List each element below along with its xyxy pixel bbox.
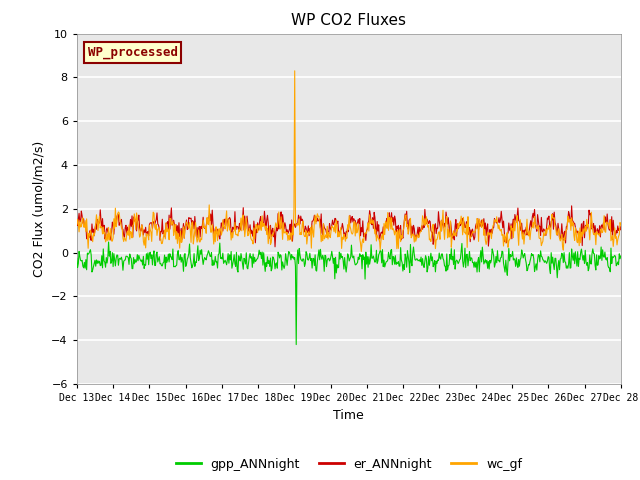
er_ANNnight (139, 227, 147, 232)
gpp_ANNnight (73, 255, 81, 261)
Text: WP_processed: WP_processed (88, 46, 178, 59)
er_ANNnight (73, 221, 81, 227)
er_ANNnight (194, 235, 202, 240)
gpp_ANNnight (105, 239, 113, 245)
gpp_ANNnight (140, 253, 147, 259)
Title: WP CO2 Fluxes: WP CO2 Fluxes (291, 13, 406, 28)
Line: gpp_ANNnight: gpp_ANNnight (77, 242, 621, 345)
wc_gf (617, 222, 625, 228)
Line: wc_gf: wc_gf (77, 71, 621, 252)
wc_gf (291, 68, 298, 74)
gpp_ANNnight (223, 257, 231, 263)
Legend: gpp_ANNnight, er_ANNnight, wc_gf: gpp_ANNnight, er_ANNnight, wc_gf (171, 453, 527, 476)
gpp_ANNnight (195, 258, 202, 264)
wc_gf (139, 225, 147, 231)
X-axis label: Time: Time (333, 408, 364, 421)
er_ANNnight (416, 225, 424, 230)
Y-axis label: CO2 Flux (umol/m2/s): CO2 Flux (umol/m2/s) (33, 141, 45, 277)
wc_gf (194, 237, 202, 242)
er_ANNnight (271, 244, 279, 250)
gpp_ANNnight (617, 253, 625, 259)
gpp_ANNnight (83, 267, 90, 273)
er_ANNnight (223, 216, 230, 222)
wc_gf (73, 221, 81, 227)
wc_gf (358, 249, 365, 254)
wc_gf (223, 208, 230, 214)
er_ANNnight (431, 221, 439, 227)
er_ANNnight (568, 203, 575, 209)
Line: er_ANNnight: er_ANNnight (77, 206, 621, 247)
gpp_ANNnight (292, 342, 300, 348)
gpp_ANNnight (433, 258, 440, 264)
wc_gf (417, 229, 424, 235)
er_ANNnight (617, 224, 625, 229)
er_ANNnight (83, 236, 90, 241)
gpp_ANNnight (417, 259, 424, 264)
wc_gf (433, 237, 440, 242)
wc_gf (83, 216, 90, 222)
